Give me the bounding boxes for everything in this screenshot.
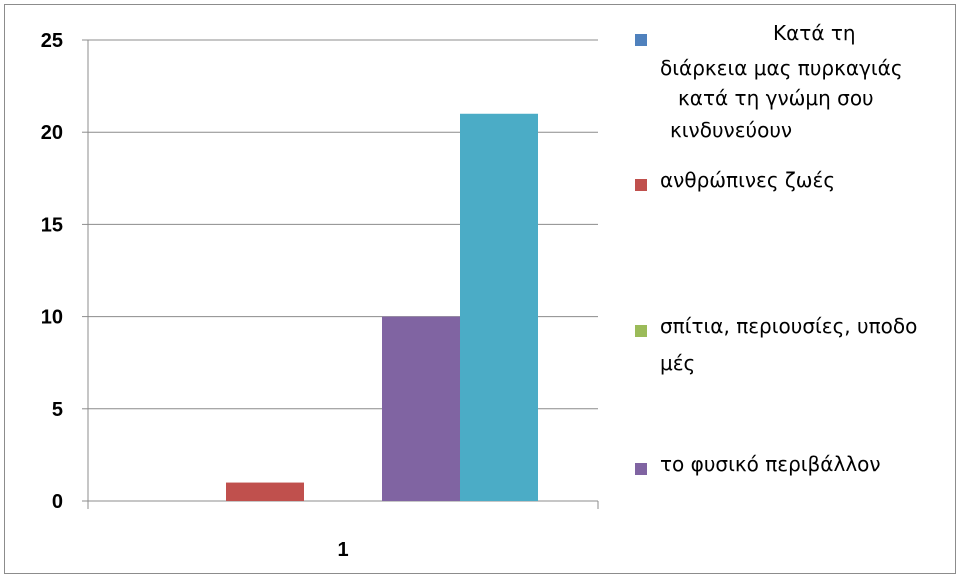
y-tick-label: 20 xyxy=(41,122,63,144)
legend-label-4: το φυσικό περιβάλλον xyxy=(660,452,881,476)
legend-label-1: κατά τη γνώμη σου xyxy=(678,86,874,110)
legend-label-2: ανθρώπινες ζωές xyxy=(660,168,835,192)
y-tick-label: 10 xyxy=(41,307,63,329)
legend-marker-2 xyxy=(635,179,647,191)
bar-series-4 xyxy=(382,316,460,501)
legend-label-3: σπίτια, περιουσίες, υποδο xyxy=(660,314,917,338)
x-tick-label: 1 xyxy=(337,539,348,561)
legend-label-1: κινδυνεύουν xyxy=(670,118,792,142)
legend-label-1: Κατά τη xyxy=(773,21,856,45)
legend-marker-3 xyxy=(635,325,647,337)
bar-series-5 xyxy=(460,113,538,501)
y-tick-label: 5 xyxy=(52,399,63,421)
bar-series-2 xyxy=(226,482,304,501)
y-tick-label: 25 xyxy=(41,30,63,52)
legend-label-3: μές xyxy=(660,351,695,375)
legend-marker-4 xyxy=(635,463,647,475)
y-tick-label: 15 xyxy=(41,214,63,236)
legend-marker-1 xyxy=(635,34,647,46)
y-tick-label: 0 xyxy=(52,491,63,513)
legend-label-1: διάρκεια μας πυρκαγιάς xyxy=(660,56,903,80)
